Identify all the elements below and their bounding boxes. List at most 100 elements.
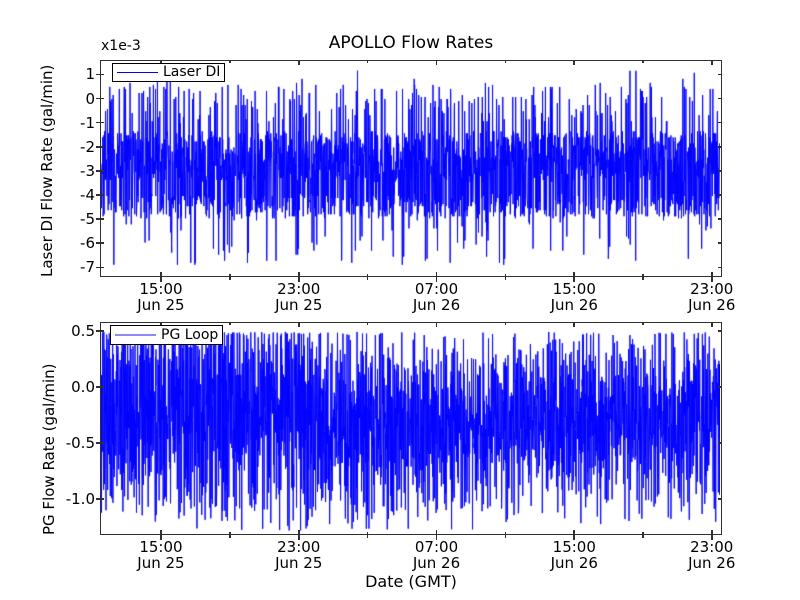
x-tick-time: 07:00 (414, 538, 459, 556)
y-tick-mark (100, 218, 104, 220)
y-tick-mark (718, 266, 722, 269)
y-tick-mark (718, 330, 722, 332)
x-tick-mark (160, 530, 162, 535)
y-tick-mark (96, 121, 100, 124)
x-tick-mark (573, 530, 576, 535)
y-tick-mark (96, 97, 100, 100)
x-tick-date: Jun 26 (412, 554, 461, 573)
x-tick-date: Jun 26 (550, 554, 598, 573)
x-tick-mark (366, 535, 369, 538)
x-tick-mark (160, 535, 162, 540)
y-tick-mark (718, 194, 722, 196)
y-tick-label: 1 (85, 65, 95, 84)
x-tick-mark (504, 535, 507, 538)
y-tick-label: -1 (80, 113, 95, 132)
x-tick-time: 23:00 (690, 280, 734, 298)
x-tick-mark (435, 322, 438, 327)
x-tick-mark (642, 60, 644, 63)
x-tick-mark (366, 532, 369, 535)
x-tick-mark (435, 530, 438, 535)
x-tick-label: 23:00 Jun 25 (275, 539, 323, 573)
x-tick-mark (229, 277, 231, 280)
x-tick-mark (504, 60, 507, 63)
x-tick-mark (297, 530, 300, 535)
y-tick-mark (96, 498, 100, 500)
y-tick-mark (96, 218, 100, 220)
x-tick-mark (435, 277, 438, 282)
x-tick-mark (573, 60, 576, 65)
x-tick-time: 15:00 (552, 538, 596, 556)
x-tick-mark (297, 277, 300, 282)
y-tick-mark (100, 121, 104, 124)
y-tick-mark (100, 442, 104, 444)
x-tick-mark (504, 277, 507, 280)
x-tick-mark (435, 535, 438, 540)
y-tick-label: 0 (85, 89, 95, 108)
x-tick-mark (366, 274, 369, 277)
x-tick-date: Jun 25 (275, 296, 323, 315)
legend-line-swatch-pg-loop (115, 333, 156, 336)
x-tick-label: 07:00 Jun 26 (412, 281, 461, 315)
x-tick-mark (642, 535, 644, 538)
x-tick-mark (229, 532, 231, 535)
y-tick-label: -2 (80, 137, 95, 156)
chart-panel-pg-loop (100, 322, 722, 535)
x-tick-date: Jun 25 (275, 554, 323, 573)
x-tick-mark (642, 277, 644, 280)
x-tick-mark (160, 277, 162, 282)
x-axis-label: Date (GMT) (365, 572, 457, 591)
x-tick-mark (229, 322, 231, 325)
x-tick-mark (297, 535, 300, 540)
x-tick-mark (642, 532, 644, 535)
y-tick-mark (100, 386, 104, 388)
laser-di-trace (101, 61, 720, 275)
y-tick-mark (96, 386, 100, 388)
x-tick-label: 15:00 Jun 25 (137, 280, 185, 315)
y-tick-mark (96, 73, 100, 76)
y-tick-label: -1.0 (65, 490, 95, 509)
y-tick-mark (96, 266, 100, 269)
y-tick-mark (718, 73, 722, 76)
y-tick-mark (100, 242, 104, 245)
x-tick-label: 23:00 Jun 26 (688, 538, 735, 572)
x-tick-date: Jun 26 (550, 296, 598, 315)
legend-laser-di[interactable]: Laser DI (112, 63, 226, 82)
x-tick-mark (297, 322, 300, 327)
x-tick-mark (229, 274, 231, 277)
x-tick-time: 23:00 (277, 280, 321, 298)
x-tick-mark (366, 322, 369, 325)
y-tick-label: -0.5 (65, 434, 95, 453)
chart-panel-laser-di (100, 60, 722, 277)
x-tick-date: Jun 26 (412, 296, 461, 315)
y-tick-mark (100, 194, 104, 196)
pg-loop-trace (101, 323, 720, 533)
y-tick-mark (718, 146, 722, 148)
x-tick-date: Jun 26 (688, 296, 736, 315)
y-tick-mark (718, 218, 722, 220)
page-title: APOLLO Flow Rates (328, 33, 494, 53)
y-tick-label: -6 (80, 234, 95, 253)
x-tick-mark (160, 60, 162, 65)
x-tick-time: 15:00 (552, 280, 596, 298)
legend-label-pg-loop: PG Loop (161, 326, 219, 343)
x-tick-date: Jun 25 (137, 296, 185, 315)
x-tick-mark (297, 272, 300, 277)
y-tick-mark (96, 242, 100, 245)
y-tick-mark (718, 442, 722, 444)
y-tick-label: 0.0 (71, 378, 95, 397)
y-tick-mark (96, 194, 100, 196)
x-tick-mark (366, 60, 369, 63)
x-tick-time: 15:00 (139, 280, 183, 298)
x-tick-mark (435, 272, 438, 277)
legend-pg-loop[interactable]: PG Loop (110, 325, 224, 345)
x-tick-mark (160, 272, 162, 277)
x-tick-mark (710, 277, 713, 282)
x-tick-label: 15:00 Jun 26 (550, 538, 598, 573)
y-tick-mark (718, 121, 722, 124)
x-tick-time: 23:00 (690, 538, 734, 556)
y-tick-mark (100, 330, 104, 332)
y-tick-mark (718, 170, 722, 172)
x-tick-mark (366, 277, 369, 280)
x-tick-mark (504, 322, 507, 325)
